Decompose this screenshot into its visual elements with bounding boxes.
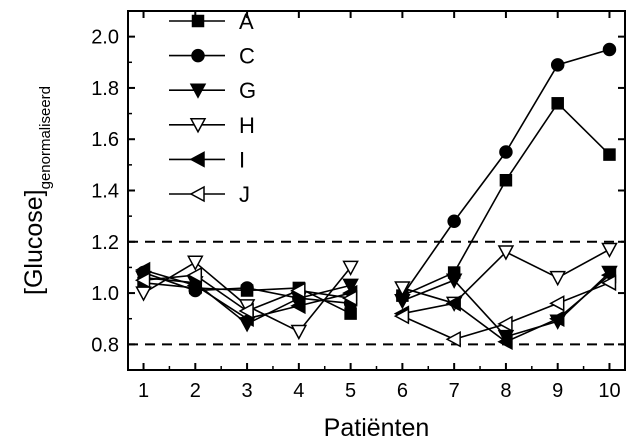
- data-point: [342, 278, 359, 294]
- data-point: [601, 242, 618, 259]
- data-point: [290, 282, 306, 299]
- series-i: [134, 261, 617, 351]
- y-tick-label: 1.6: [91, 129, 119, 151]
- legend-marker: [191, 14, 205, 28]
- y-tick-label: 1.8: [91, 78, 119, 100]
- y-axis-title-subscript: genormaliseerd: [37, 86, 54, 189]
- legend-label: I: [239, 147, 245, 172]
- y-axis-title-main: [Glucose]: [20, 189, 48, 295]
- x-axis-title: Patiënten: [324, 414, 430, 442]
- data-point: [445, 273, 463, 289]
- series-g: [135, 265, 618, 346]
- y-tick-label: 2.0: [91, 27, 119, 49]
- data-point: [551, 97, 564, 110]
- x-tick-label: 3: [242, 380, 253, 402]
- data-point: [187, 255, 204, 271]
- data-point: [549, 310, 565, 327]
- y-tick-label: 0.8: [91, 334, 119, 356]
- data-point: [186, 277, 203, 294]
- data-point: [238, 302, 254, 320]
- data-point: [393, 307, 410, 325]
- data-point: [342, 289, 358, 307]
- y-tick-label: 1.4: [91, 181, 119, 203]
- x-tick-label: 10: [598, 380, 620, 402]
- legend-marker: [189, 151, 205, 168]
- data-point: [549, 270, 566, 287]
- data-point: [603, 148, 616, 161]
- legend-item-c: C: [169, 44, 255, 69]
- y-tick-label: 1.2: [91, 232, 119, 254]
- data-point: [549, 295, 565, 312]
- x-tick-label: 9: [552, 380, 563, 402]
- data-point: [394, 281, 411, 297]
- x-tick-label: 2: [190, 380, 201, 402]
- y-tick-label: 1.0: [91, 283, 119, 305]
- reference-lines: [128, 240, 625, 346]
- legend-marker: [191, 48, 205, 63]
- y-axis-title: [Glucose]genormaliseerd: [20, 86, 54, 295]
- data-point: [602, 42, 617, 57]
- legend-item-h: H: [169, 113, 255, 138]
- legend-item-g: G: [169, 78, 256, 103]
- legend-label: C: [239, 44, 255, 69]
- x-axis-title-text: Patiënten: [324, 414, 430, 442]
- series-c: [136, 42, 617, 311]
- axis-ticks: 1 2 3 4 5 6 7 8 9 10 0.8 1.0 1.2 1.4 1.6 1.8 2.0: [91, 11, 625, 402]
- data-point: [499, 173, 513, 187]
- data-point: [134, 271, 151, 289]
- data-point: [499, 145, 513, 159]
- data-point: [497, 333, 513, 351]
- series-layer: [134, 42, 618, 351]
- x-tick-label: 8: [500, 380, 511, 402]
- data-point: [186, 266, 203, 284]
- x-tick-label: 5: [345, 380, 356, 402]
- series-j: [134, 266, 617, 348]
- data-point: [290, 297, 306, 315]
- data-point: [600, 274, 617, 292]
- legend-label: J: [239, 182, 250, 207]
- data-point: [135, 286, 152, 302]
- x-tick-label: 6: [397, 380, 408, 402]
- x-tick-label: 4: [293, 380, 304, 402]
- data-point: [550, 58, 565, 72]
- legend-item-i: I: [169, 147, 245, 172]
- data-point: [497, 315, 513, 333]
- data-point: [240, 281, 254, 295]
- legend-label: A: [239, 9, 254, 34]
- legend-item-j: J: [169, 182, 250, 207]
- legend-item-a: A: [169, 9, 254, 34]
- legend-marker: [189, 83, 207, 99]
- x-tick-label: 7: [449, 380, 460, 402]
- data-point: [134, 261, 151, 279]
- data-point: [447, 214, 461, 229]
- data-point: [290, 324, 308, 341]
- data-point: [445, 330, 461, 348]
- legend-marker: [189, 118, 207, 134]
- data-point: [342, 260, 359, 277]
- legend-label: H: [239, 113, 255, 138]
- legend-marker: [189, 185, 205, 203]
- data-point: [445, 295, 461, 312]
- data-point: [497, 245, 515, 261]
- x-tick-label: 1: [138, 380, 149, 402]
- legend-label: G: [239, 78, 256, 103]
